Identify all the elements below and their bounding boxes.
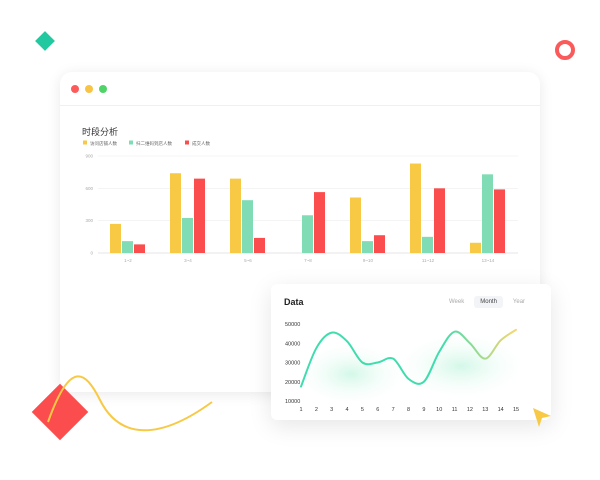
- cursor-arrow-icon: [533, 408, 551, 427]
- y-tick-label: 0: [90, 251, 93, 256]
- bar: [350, 197, 361, 253]
- x-tick-label: 15: [513, 407, 519, 413]
- y-tick-label: 10000: [285, 399, 300, 405]
- legend-label: 扫二维码到店人数: [136, 140, 172, 147]
- bar: [134, 244, 145, 253]
- bar: [254, 237, 265, 253]
- y-tick-label: 50000: [285, 322, 300, 328]
- x-tick-label: 11~12: [422, 258, 435, 263]
- window-controls: [71, 85, 107, 93]
- legend-swatch: [185, 140, 189, 145]
- bar: [374, 235, 385, 253]
- x-tick-label: 7~8: [304, 258, 312, 263]
- green-diamond-decoration: [35, 31, 55, 51]
- x-tick-label: 14: [498, 407, 504, 413]
- tab-week[interactable]: Week: [449, 299, 465, 305]
- bar: [230, 178, 241, 253]
- tab-month[interactable]: Month: [474, 296, 503, 308]
- bar: [122, 241, 133, 253]
- data-card-title: Data: [284, 297, 304, 307]
- bar: [422, 236, 433, 253]
- red-ring-decoration: [555, 40, 575, 60]
- glow-area: [291, 340, 411, 408]
- glow-area: [391, 330, 531, 402]
- legend-label: 访问店铺人数: [90, 140, 117, 147]
- yellow-wave-decoration: [47, 375, 213, 432]
- data-card: Data Week Month Year 10000 20000 30000 4000…: [271, 284, 551, 420]
- x-tick-label: 5: [361, 407, 364, 413]
- x-tick-label: 9~10: [363, 258, 374, 263]
- bar: [242, 200, 253, 253]
- y-tick-label: 300: [85, 218, 93, 223]
- x-tick-label: 9: [422, 407, 425, 413]
- bar: [362, 241, 373, 253]
- x-tick-label: 10: [436, 407, 442, 413]
- legend-label: 成交人数: [192, 140, 210, 147]
- x-tick-label: 2: [315, 407, 318, 413]
- x-tick-label: 4: [346, 407, 349, 413]
- x-tick-label: 7: [392, 407, 395, 413]
- y-tick-label: 40000: [285, 341, 300, 347]
- x-tick-label: 12: [467, 407, 473, 413]
- bar: [194, 178, 205, 253]
- bar: [302, 215, 313, 253]
- x-tick-label: 13: [482, 407, 488, 413]
- bar: [410, 163, 421, 253]
- y-tick-label: 600: [85, 186, 93, 191]
- x-tick-label: 8: [407, 407, 410, 413]
- bar: [182, 217, 193, 253]
- x-tick-label: 11: [452, 407, 458, 413]
- bar: [110, 223, 121, 253]
- bar: [470, 242, 481, 253]
- x-tick-label: 1~2: [124, 258, 132, 263]
- period-tabs: Week Month Year: [443, 296, 531, 308]
- x-tick-label: 3: [330, 407, 333, 413]
- series-line: [300, 328, 517, 388]
- window-divider: [60, 105, 540, 106]
- close-window-icon[interactable]: [71, 85, 79, 93]
- x-tick-label: 5~6: [244, 258, 252, 263]
- x-tick-label: 1: [299, 407, 302, 413]
- red-diamond-decoration: [31, 383, 89, 441]
- x-tick-label: 13~14: [482, 258, 495, 263]
- bar-chart-canvas: 访问店铺人数 扫二维码到店人数 成交人数 0 300 600 900 1~2 3~4 5~6 7~8…: [83, 140, 518, 263]
- y-tick-label: 20000: [285, 380, 300, 386]
- tab-year[interactable]: Year: [512, 299, 526, 305]
- bar: [170, 173, 181, 253]
- y-tick-label: 900: [85, 154, 93, 159]
- bar: [494, 189, 505, 253]
- bar: [434, 188, 445, 253]
- x-tick-label: 6: [376, 407, 379, 413]
- bar-chart: 时段分析 访问店铺人数 扫二维码到店人数 成交人数 0 300 600 900 1~2 3~4 5…: [78, 120, 528, 285]
- bar: [482, 174, 493, 253]
- bar: [314, 192, 325, 253]
- legend-swatch: [83, 140, 87, 145]
- maximize-window-icon[interactable]: [99, 85, 107, 93]
- x-tick-label: 3~4: [184, 258, 192, 263]
- y-tick-label: 30000: [285, 361, 300, 367]
- legend-swatch: [129, 140, 133, 145]
- bar-chart-title: 时段分析: [82, 127, 119, 137]
- minimize-window-icon[interactable]: [85, 85, 93, 93]
